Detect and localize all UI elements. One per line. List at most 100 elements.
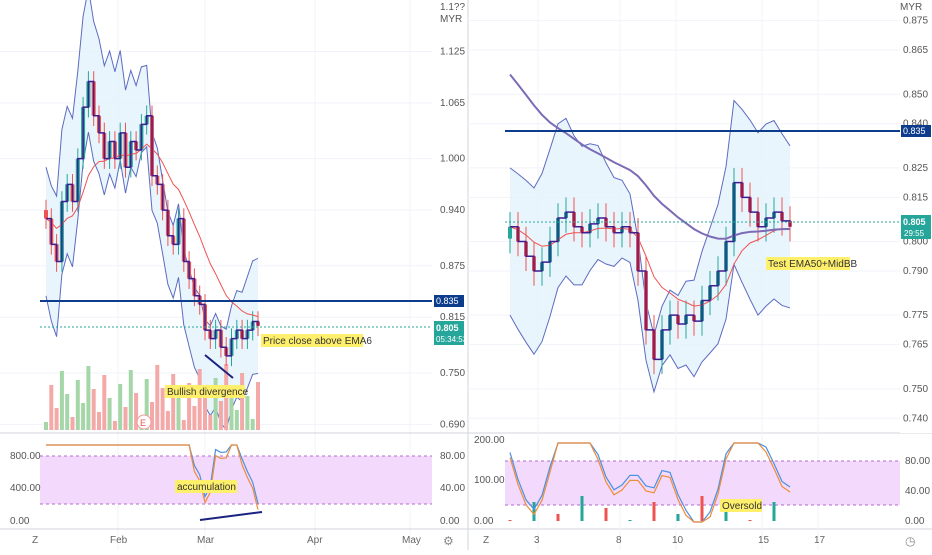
clock-icon-right[interactable]: ◷ bbox=[905, 534, 915, 548]
right-y-tick: 0.850 bbox=[903, 89, 928, 100]
osc-bar bbox=[676, 514, 680, 521]
volume-bar bbox=[192, 406, 197, 430]
osc-bar bbox=[604, 508, 608, 521]
annotation-test-ema-text: Test EMA50+MidBB bbox=[768, 259, 858, 270]
volume-bar bbox=[176, 397, 181, 430]
volume-bar bbox=[81, 403, 86, 430]
volume-bar bbox=[197, 369, 202, 430]
left-oscillator-panel[interactable]: 0.00 400.00 800.00 0.00 40.00 80.00 bbox=[10, 444, 465, 527]
volume-bar bbox=[123, 407, 128, 430]
volume-bar bbox=[54, 408, 59, 430]
candle-body bbox=[508, 226, 512, 239]
right-x-tick: 10 bbox=[672, 535, 684, 546]
volume-bar bbox=[208, 415, 213, 430]
volume-bar bbox=[155, 365, 160, 430]
right-x-tick: 17 bbox=[814, 535, 826, 546]
osc-bar bbox=[508, 520, 512, 521]
left-price-panel[interactable] bbox=[0, 0, 432, 550]
countdown-right: 29:55 bbox=[904, 229, 925, 238]
right-y-tick: 0.740 bbox=[903, 413, 928, 424]
osc-left-tick: 0.00 bbox=[474, 516, 494, 527]
right-y-tick: 0.840 bbox=[903, 119, 928, 130]
osc-left-tick: 200.00 bbox=[474, 435, 505, 446]
volume-bar bbox=[70, 417, 75, 430]
osc-bar bbox=[556, 514, 560, 521]
volume-bar bbox=[229, 387, 234, 430]
right-y-tick: 0.750 bbox=[903, 384, 928, 395]
volume-bar bbox=[65, 394, 70, 430]
osc-bar bbox=[772, 502, 776, 521]
volume-bar bbox=[218, 401, 223, 430]
svg-text:MYR: MYR bbox=[440, 14, 462, 25]
left-x-tick: Apr bbox=[307, 535, 323, 546]
volume-bar bbox=[134, 393, 139, 430]
right-x-tick: 15 bbox=[758, 535, 770, 546]
osc-left-tick: 400.00 bbox=[10, 483, 41, 494]
osc-bar bbox=[700, 496, 704, 521]
volume-bar bbox=[165, 411, 170, 430]
price-badge-left bbox=[434, 321, 464, 345]
volume-bar bbox=[234, 410, 239, 430]
volume-bar bbox=[213, 378, 218, 430]
svg-text:MYR: MYR bbox=[900, 2, 922, 13]
annotation-test-ema bbox=[766, 257, 850, 270]
z-label-right: Z bbox=[483, 535, 489, 546]
volume-bar bbox=[181, 420, 186, 430]
stoch-d-left bbox=[46, 444, 259, 510]
volume-bar bbox=[112, 421, 117, 430]
volume-bar bbox=[107, 398, 112, 430]
osc-left-tick: 800.00 bbox=[10, 451, 41, 462]
ema6-step-right bbox=[510, 181, 791, 361]
volume-bar bbox=[187, 383, 192, 430]
volume-bar bbox=[86, 366, 91, 430]
right-x-tick: 8 bbox=[616, 535, 622, 546]
osc-bar bbox=[748, 520, 752, 521]
osc-right-tick: 40.00 bbox=[440, 483, 465, 494]
gear-icon-left[interactable]: ⚙ bbox=[443, 534, 454, 548]
z-label-left: Z bbox=[32, 535, 38, 546]
left-x-tick: May bbox=[402, 535, 421, 546]
divergence-line-price bbox=[204, 354, 234, 379]
left-y-tick: 0.750 bbox=[440, 368, 465, 379]
volume-bar bbox=[171, 374, 176, 430]
osc-right-tick: 0.00 bbox=[905, 516, 925, 527]
left-y-tick: 0.690 bbox=[440, 419, 465, 430]
earnings-marker[interactable] bbox=[136, 414, 152, 430]
right-y-tick: 0.800 bbox=[903, 237, 928, 248]
left-y-tick: 0.815 bbox=[440, 312, 465, 323]
ema6-step-left bbox=[46, 80, 259, 357]
right-y-tick: 0.775 bbox=[903, 310, 928, 321]
left-y-tick: 0.875 bbox=[440, 261, 465, 272]
annotation-accumulation bbox=[175, 480, 237, 493]
osc-left-tick: 0.00 bbox=[10, 516, 30, 527]
left-x-tick: Mar bbox=[197, 535, 215, 546]
right-y-tick: 0.875 bbox=[903, 16, 928, 27]
annotation-accumulation-text: accumulation bbox=[177, 482, 236, 493]
left-y-tick: 0.940 bbox=[440, 205, 465, 216]
candle-body bbox=[44, 210, 48, 219]
volume-bar bbox=[160, 388, 165, 430]
annotation-price-close-text: Price close above EMA6 bbox=[263, 336, 372, 347]
ema50-line-right bbox=[509, 73, 791, 240]
volume-bar bbox=[150, 402, 154, 430]
right-y-tick: 0.765 bbox=[903, 340, 928, 351]
price-badge-right bbox=[901, 215, 931, 239]
osc-right-tick: 40.00 bbox=[905, 486, 930, 497]
right-y-tick: 0.865 bbox=[903, 45, 928, 56]
osc-right-tick: 80.00 bbox=[440, 451, 465, 462]
left-y-tick: 1.000 bbox=[440, 154, 465, 165]
osc-bar bbox=[580, 496, 584, 521]
osc-bar bbox=[532, 502, 536, 521]
level-badge-left-text: 0.835 bbox=[436, 296, 459, 306]
annotation-oversold-text: Oversold bbox=[722, 501, 762, 512]
annotation-bullish-div-text: Bullish divergence bbox=[167, 387, 249, 398]
osc-right-tick: 80.00 bbox=[905, 456, 930, 467]
osc-bar bbox=[724, 508, 728, 521]
level-badge-left bbox=[434, 295, 464, 307]
volume-bar bbox=[144, 379, 149, 430]
right-price-panel[interactable] bbox=[468, 0, 900, 550]
volume-bar bbox=[102, 375, 107, 430]
right-oscillator-panel[interactable]: 0.00 100.00 200.00 0.00 40.00 80.00 bbox=[474, 435, 930, 527]
bollinger-band-right bbox=[510, 100, 790, 392]
